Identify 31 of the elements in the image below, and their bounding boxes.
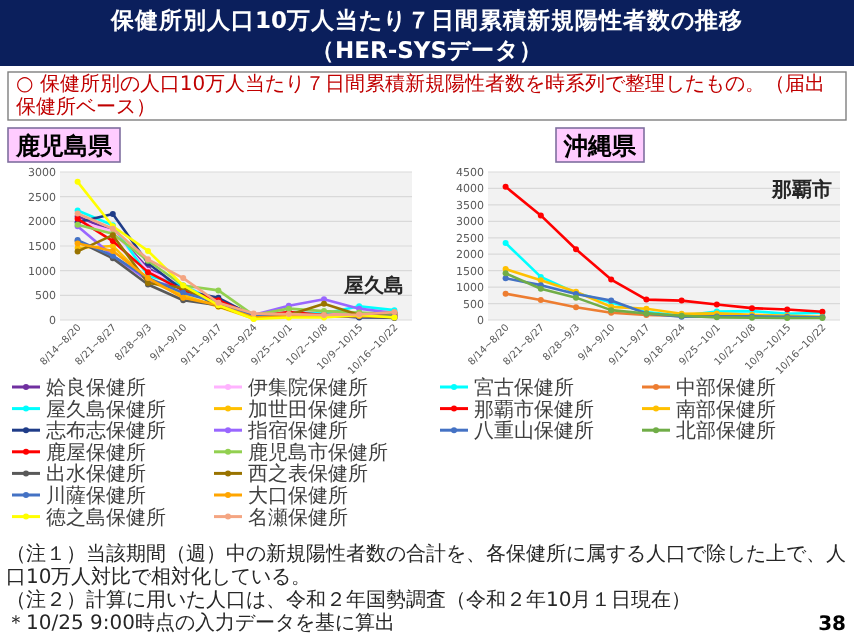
legend-label: 屋久島保健所 (46, 397, 166, 422)
legend-label: 伊集院保健所 (248, 376, 368, 400)
legend-label: 姶良保健所 (46, 376, 146, 400)
legend-label: 南部保健所 (676, 397, 776, 422)
annotation: 屋久島 (342, 273, 404, 298)
legend-label: 加世田保健所 (248, 397, 368, 422)
legend-label: 鹿屋保健所 (46, 440, 146, 465)
text: ＊10/25 9:00時点の入力データを基に算出 (6, 611, 395, 635)
legend-label: 出水保健所 (46, 462, 146, 487)
text: ○ 保健所別の人口10万人当たり７日間累積新規陽性者数を時系列で整理したもの。（届出保健所ベース） (16, 72, 826, 119)
legend-label: 那覇市保健所 (474, 397, 594, 422)
text: （HER-SYSデータ） (310, 36, 544, 64)
legend-label: 西之表保健所 (248, 462, 368, 487)
legend-label: 北部保健所 (676, 419, 776, 444)
text: （注２）計算に用いた人口は、令和２年国勢調査（令和２年10月１日現在） (6, 588, 692, 612)
text: 保健所別人口10万人当たり７日間累積新規陽性者数の推移 (108, 6, 744, 34)
legend-label: 鹿児島市保健所 (248, 440, 388, 465)
legend-label: 名瀬保健所 (248, 505, 348, 530)
legend-label: 大口保健所 (248, 484, 348, 508)
annotation: 那覇市 (770, 178, 832, 202)
text: 38 (818, 614, 847, 636)
legend-label: 宮古保健所 (474, 376, 574, 400)
text: （注１）当該期間（週）中の新規陽性者数の合計を、各保健所に属する人口で除した上で、人口10万人対比で相対化している。 (6, 542, 846, 589)
chart-title: 鹿児島県 (14, 132, 114, 160)
legend-label: 八重山保健所 (474, 419, 594, 444)
legend-label: 志布志保健所 (46, 419, 166, 444)
legend-label: 川薩保健所 (46, 484, 146, 508)
chart-title: 沖縄県 (562, 132, 638, 160)
legend-label: 中部保健所 (676, 376, 776, 400)
legend-label: 徳之島保健所 (46, 505, 166, 530)
legend-label: 指宿保健所 (246, 419, 348, 444)
